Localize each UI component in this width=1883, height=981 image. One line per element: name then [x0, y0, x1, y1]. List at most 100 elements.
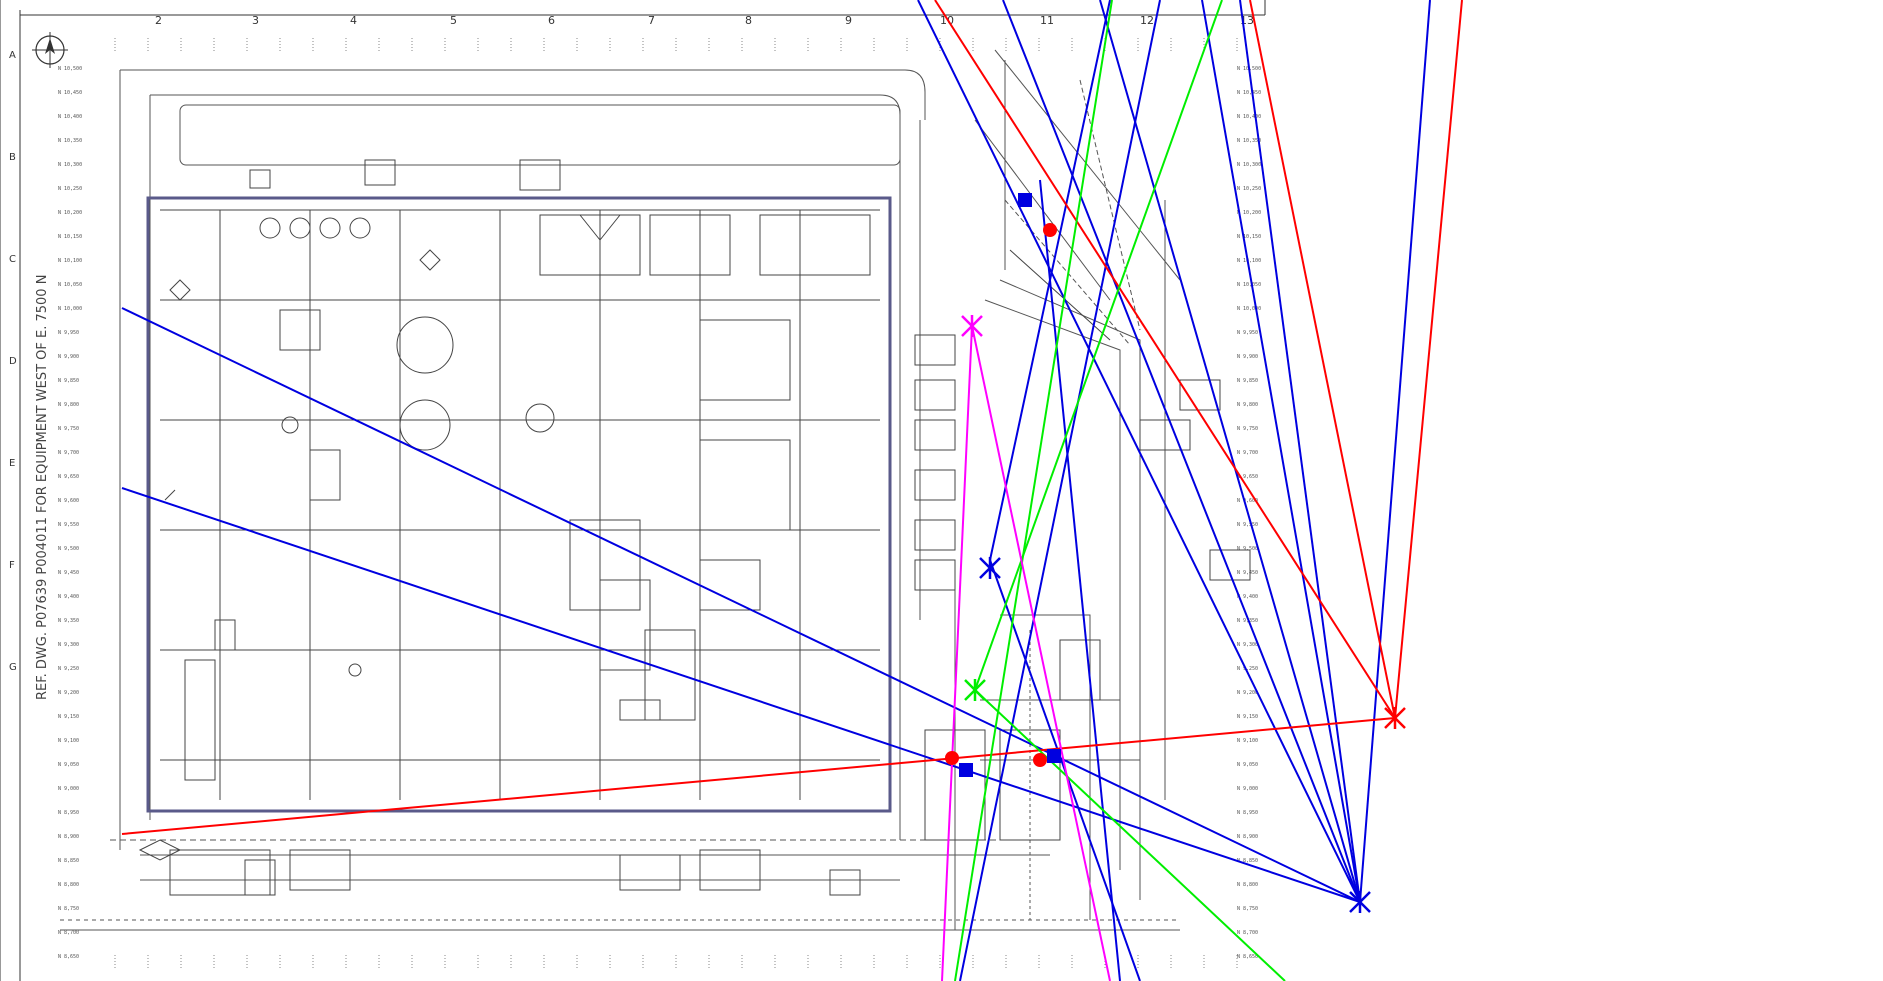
red-trajectory-line	[121, 717, 1396, 835]
col-label-8: 8	[745, 14, 752, 27]
grid-coordinate-label: N 9,550	[58, 522, 79, 528]
grid-coordinate-label: N 10,050	[1237, 282, 1261, 288]
drawing-border	[0, 0, 1266, 981]
blue-trajectory-line	[959, 0, 1161, 981]
col-label-6: 6	[548, 14, 555, 27]
blue-cross-marker	[979, 557, 1001, 579]
grid-coordinate-label: N 9,450	[1237, 570, 1258, 576]
grid-coordinate-label: N 9,050	[58, 762, 79, 768]
red-dot-marker	[1033, 753, 1047, 767]
red-dot-marker	[945, 751, 959, 765]
grid-coordinate-label: N 9,150	[58, 714, 79, 720]
row-label-e: E	[9, 458, 15, 469]
grid-coordinate-label: N 10,000	[58, 306, 82, 312]
grid-coordinate-label: N 10,200	[1237, 210, 1261, 216]
row-label-a: A	[9, 50, 16, 61]
grid-coordinate-label: N 9,650	[58, 474, 79, 480]
grid-coordinate-label: N 8,700	[1237, 930, 1258, 936]
blue-square-marker	[959, 763, 973, 777]
grid-coordinate-label: N 9,650	[1237, 474, 1258, 480]
grid-coordinate-label: N 10,300	[1237, 162, 1261, 168]
border-column-labels: 2 3 4 5 6 7 8 9 10 11 12 13	[155, 14, 1254, 27]
col-label-9: 9	[845, 14, 852, 27]
magenta-trajectory-line	[971, 325, 1111, 981]
blue-trajectory-line	[121, 487, 1361, 903]
row-label-g: G	[9, 662, 17, 673]
grid-coordinate-label: N 10,350	[58, 138, 82, 144]
grid-coordinate-label: N 9,050	[1237, 762, 1258, 768]
grid-coordinate-label: N 9,600	[1237, 498, 1258, 504]
grid-coordinate-label: N 9,750	[58, 426, 79, 432]
grid-coordinate-label: N 8,800	[58, 882, 79, 888]
grid-coordinate-label: N 10,500	[58, 66, 82, 72]
grid-coordinate-label: N 9,800	[58, 402, 79, 408]
grid-coordinate-label: N 10,300	[58, 162, 82, 168]
row-label-d: D	[9, 356, 17, 367]
grid-coordinate-label: N 9,700	[1237, 450, 1258, 456]
grid-coordinate-label: N 9,100	[1237, 738, 1258, 744]
equipment-pads-east	[914, 249, 1251, 841]
grid-coordinate-label: N 9,100	[58, 738, 79, 744]
grid-coordinate-label: N 8,650	[1237, 954, 1258, 960]
grid-coordinate-label: N 10,000	[1237, 306, 1261, 312]
grid-coordinate-label: N 10,350	[1237, 138, 1261, 144]
grid-coordinate-label: N 10,400	[58, 114, 82, 120]
grid-coordinate-label: N 9,300	[58, 642, 79, 648]
grid-coordinate-label: N 8,750	[1237, 906, 1258, 912]
red-trajectory-line	[934, 0, 1396, 719]
blue-trajectory-line	[1039, 179, 1121, 981]
grid-coordinate-label: N 10,100	[1237, 258, 1261, 264]
blue-trajectory-line	[1359, 0, 1431, 903]
grid-coordinate-label: N 9,900	[1237, 354, 1258, 360]
grid-coordinate-label: N 10,450	[58, 90, 82, 96]
grid-coordinate-label: N 8,850	[1237, 858, 1258, 864]
blue-trajectory-line	[1239, 0, 1361, 903]
grid-coordinate-label: N 10,150	[58, 234, 82, 240]
trajectory-lines	[121, 0, 1463, 981]
col-label-5: 5	[450, 14, 457, 27]
green-trajectory-line	[954, 0, 1113, 981]
col-label-11: 11	[1040, 14, 1054, 27]
grid-coordinate-label: N 9,550	[1237, 522, 1258, 528]
process-area-frame	[146, 196, 892, 813]
grid-coordinate-label: N 9,950	[1237, 330, 1258, 336]
grid-coordinate-label: N 9,350	[58, 618, 79, 624]
grid-coordinate-label: N 10,050	[58, 282, 82, 288]
grid-coordinate-label: N 9,350	[1237, 618, 1258, 624]
north-arrow-icon	[32, 32, 68, 68]
border-row-labels: A B C D E F G	[9, 50, 17, 673]
grid-coordinate-label: N 9,500	[1237, 546, 1258, 552]
grid-coordinate-label: N 10,250	[1237, 186, 1261, 192]
col-label-3: 3	[252, 14, 259, 27]
grid-coordinate-label: N 10,100	[58, 258, 82, 264]
grid-coordinate-label: N 10,250	[58, 186, 82, 192]
blue-cross-marker	[1349, 891, 1371, 913]
grid-coordinate-label: N 10,400	[1237, 114, 1261, 120]
grid-coordinate-label: N 9,600	[58, 498, 79, 504]
col-label-2: 2	[155, 14, 162, 27]
blue-trajectory-line	[121, 307, 1361, 903]
grid-coordinate-label: N 8,950	[1237, 810, 1258, 816]
grid-coordinate-label: N 9,700	[58, 450, 79, 456]
grid-coordinate-label: N 9,250	[58, 666, 79, 672]
grid-coordinate-label: N 8,900	[1237, 834, 1258, 840]
row-label-b: B	[9, 152, 16, 163]
grid-coordinate-label: N 9,950	[58, 330, 79, 336]
grid-coordinate-label: N 9,200	[58, 690, 79, 696]
green-trajectory-line	[974, 689, 1286, 981]
row-label-c: C	[9, 254, 16, 265]
blue-trajectory-line	[917, 0, 1361, 903]
magenta-trajectory-line	[941, 325, 973, 981]
grid-coordinate-label: N 9,750	[1237, 426, 1258, 432]
grid-coordinate-label: N 9,300	[1237, 642, 1258, 648]
magenta-cross-marker	[961, 315, 983, 337]
red-dot-marker	[1043, 223, 1057, 237]
grid-coordinate-label: N 9,000	[1237, 786, 1258, 792]
grid-coordinate-label: N 9,400	[1237, 594, 1258, 600]
col-label-12: 12	[1140, 14, 1154, 27]
grid-coordinate-label: N 8,950	[58, 810, 79, 816]
grid-coordinate-label: N 8,700	[58, 930, 79, 936]
grid-coordinate-label: N 9,450	[58, 570, 79, 576]
row-label-f: F	[9, 560, 15, 571]
